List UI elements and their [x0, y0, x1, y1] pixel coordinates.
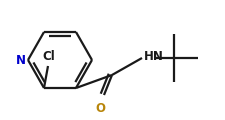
Text: O: O: [94, 102, 105, 115]
Text: Cl: Cl: [43, 50, 55, 63]
Text: N: N: [16, 54, 26, 66]
Text: HN: HN: [143, 51, 163, 63]
